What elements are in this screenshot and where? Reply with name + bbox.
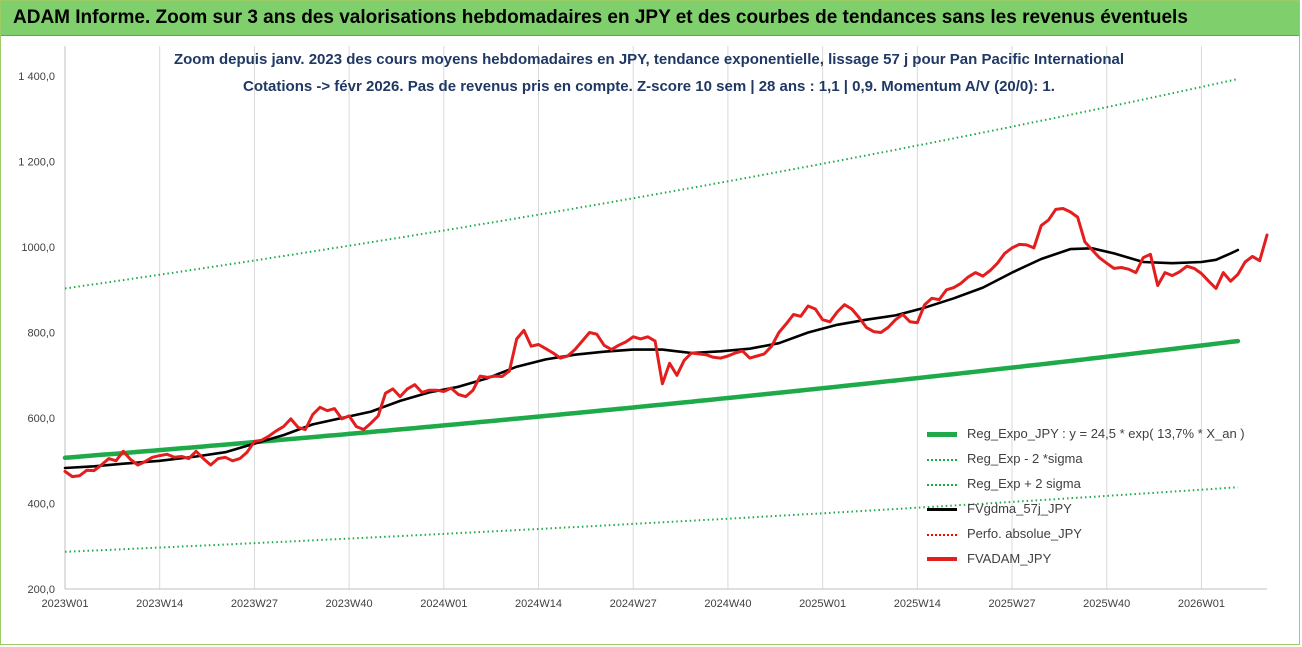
x-tick-label: 2026W01 [1178, 598, 1225, 610]
x-tick-label: 2024W27 [610, 598, 657, 610]
y-tick-label: 200,0 [27, 584, 55, 596]
legend-swatch-fvadam [927, 557, 957, 561]
x-tick-label: 2025W14 [894, 598, 941, 610]
x-tick-label: 2025W40 [1083, 598, 1130, 610]
y-tick-label: 1 200,0 [18, 157, 55, 169]
x-tick-label: 2023W01 [41, 598, 88, 610]
legend-item-perfo: Perfo. absolue_JPY [923, 523, 1293, 548]
x-tick-label: 2023W27 [231, 598, 278, 610]
legend-item-plus-sigma: Reg_Exp + 2 sigma [923, 473, 1293, 498]
x-tick-label: 2025W27 [988, 598, 1035, 610]
y-tick-label: 400,0 [27, 499, 55, 511]
series-plus-sigma-line [64, 78, 1239, 290]
legend-label-gdma: FVgdma_57j_JPY [967, 501, 1072, 516]
legend-label-minus-sigma: Reg_Exp - 2 *sigma [967, 451, 1083, 466]
y-tick-label: 1 400,0 [18, 71, 55, 83]
x-tick-label: 2024W14 [515, 598, 562, 610]
legend-label-plus-sigma: Reg_Exp + 2 sigma [967, 476, 1081, 491]
x-tick-label: 2024W01 [420, 598, 467, 610]
legend-swatch-gdma [927, 508, 957, 511]
legend-item-minus-sigma: Reg_Exp - 2 *sigma [923, 448, 1293, 473]
x-tick-label: 2023W40 [326, 598, 373, 610]
legend-swatch-perfo [927, 534, 957, 536]
x-tick-label: 2025W01 [799, 598, 846, 610]
chart-canvas: 200,0 400,0 600,0 800,0 1000,0 1 200,0 1 400,0… [18, 46, 1269, 610]
legend-label-regression: Reg_Expo_JPY : y = 24,5 * exp( 13,7% * X… [967, 426, 1245, 441]
y-tick-label: 1000,0 [21, 242, 55, 254]
legend-item-gdma: FVgdma_57j_JPY [923, 498, 1293, 523]
chart-subtitle: Cotations -> févr 2026. Pas de revenus p… [243, 78, 1055, 95]
legend-label-perfo: Perfo. absolue_JPY [967, 526, 1082, 541]
chart-legend: Reg_Expo_JPY : y = 24,5 * exp( 13,7% * X… [923, 423, 1293, 573]
page-title: ADAM Informe. Zoom sur 3 ans des valoris… [13, 7, 1188, 28]
legend-label-fvadam: FVADAM_JPY [967, 551, 1052, 566]
header-banner: ADAM Informe. Zoom sur 3 ans des valoris… [1, 1, 1299, 36]
x-tick-label: 2023W14 [136, 598, 183, 610]
legend-swatch-plus-sigma [927, 484, 957, 486]
legend-item-fvadam: FVADAM_JPY [923, 548, 1293, 573]
chart-area: 200,0 400,0 600,0 800,0 1000,0 1 200,0 1 400,0… [1, 36, 1299, 644]
series-gdma-line [63, 247, 1240, 470]
legend-item-regression: Reg_Expo_JPY : y = 24,5 * exp( 13,7% * X… [923, 423, 1293, 448]
series-fvadam-line [63, 207, 1269, 479]
y-tick-label: 600,0 [27, 413, 55, 425]
x-tick-label: 2024W40 [704, 598, 751, 610]
y-tick-label: 800,0 [27, 328, 55, 340]
chart-title: Zoom depuis janv. 2023 des cours moyens … [173, 51, 1125, 68]
legend-swatch-minus-sigma [927, 459, 957, 461]
legend-swatch-regression [927, 432, 957, 437]
